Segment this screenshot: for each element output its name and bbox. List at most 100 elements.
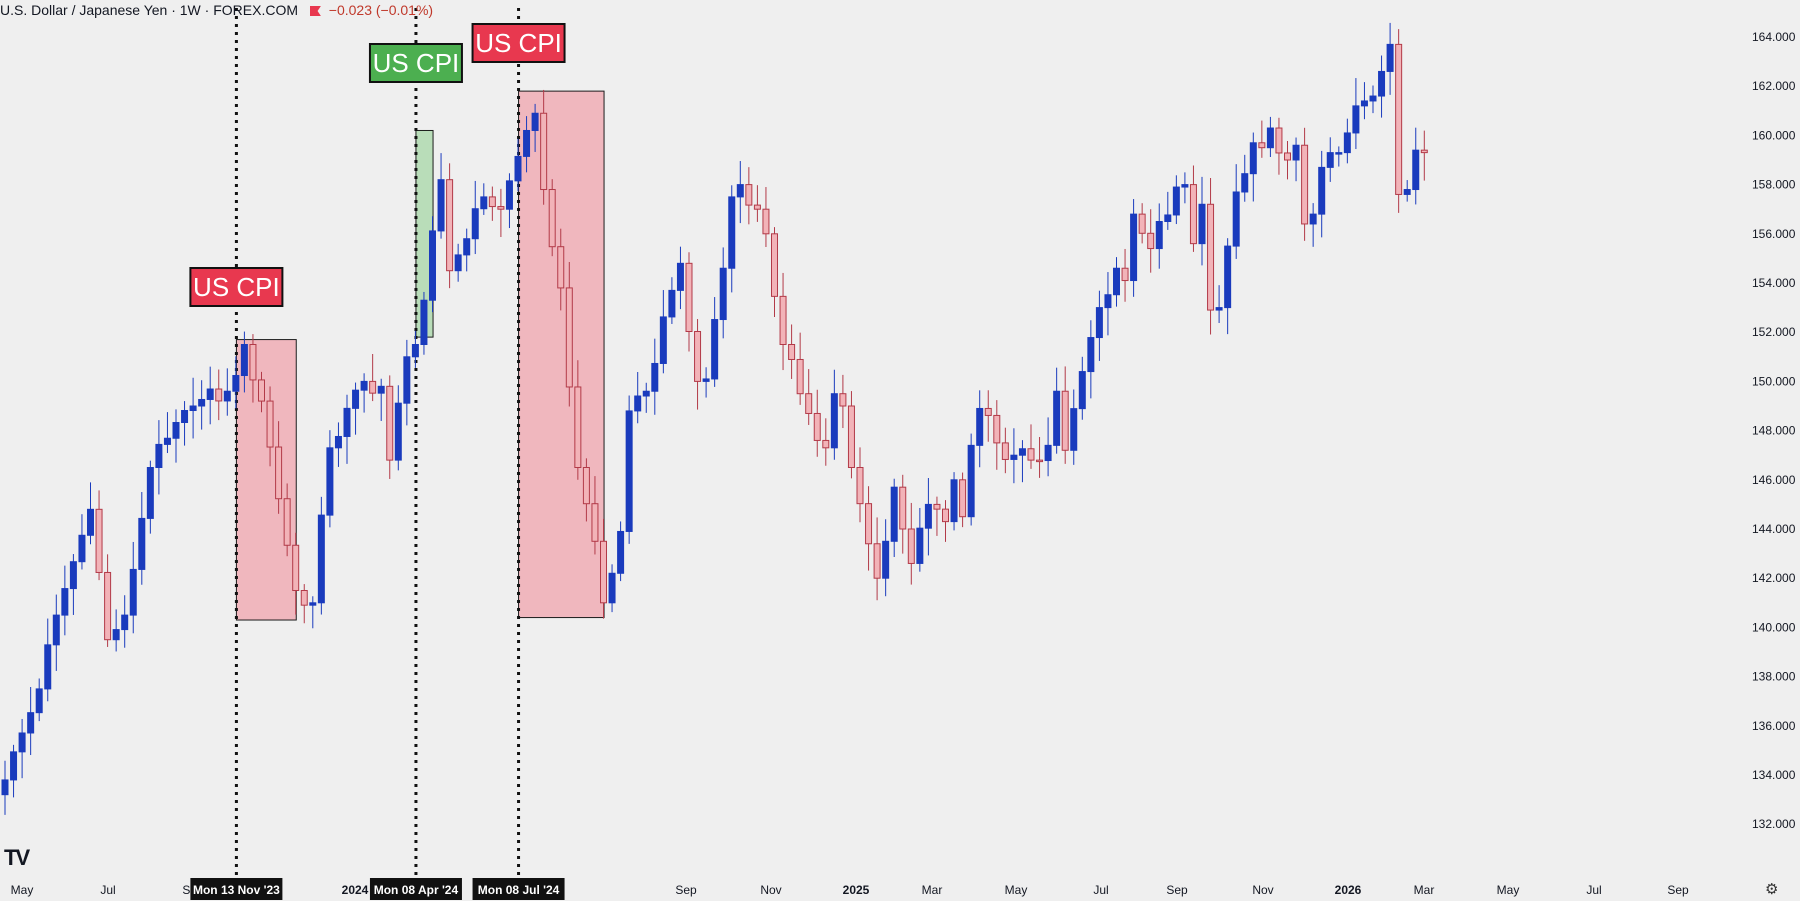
candle [497,188,505,238]
candle-body [574,386,582,469]
event-label[interactable]: US CPI [189,267,284,307]
candle [984,390,992,442]
candle-body [1172,186,1180,216]
candle [1284,141,1291,180]
candle-body [1369,95,1377,102]
symbol-header[interactable]: U.S. Dollar / Japanese Yen · 1W · FOREX.… [0,2,433,20]
candle-body [642,390,650,397]
candle-body [1053,390,1061,446]
candle [283,483,291,557]
gear-icon[interactable]: ⚙ [1765,881,1779,898]
candle-body [386,385,394,461]
candle-body [719,267,727,321]
candle-body [924,503,932,529]
event-label[interactable]: US CPI [368,43,463,83]
candle-body [95,508,103,573]
candle [967,433,975,526]
event-label-text: US CPI [373,48,460,78]
candle-body [61,588,69,616]
candle-body [1189,184,1197,245]
candle-body [1104,294,1112,309]
candle-body [223,390,231,402]
event-label-text: US CPI [193,272,280,302]
candle-body [796,358,804,395]
tradingview-logo-icon[interactable]: TV [4,845,30,870]
candle [1360,82,1368,120]
candle [1207,177,1215,335]
candle-body [557,246,565,289]
candle [240,331,248,393]
candle [890,478,898,557]
candle [1292,137,1300,182]
candle-body [890,486,898,542]
candle [1121,248,1129,302]
candle-body [625,410,633,532]
candle-body [1181,184,1189,188]
candle [1147,209,1155,273]
x-tick-label: May [1497,883,1520,897]
candle-body [1318,166,1326,215]
candle-body [531,112,539,131]
candle-body [172,422,180,439]
candle [1189,165,1197,252]
candle-body [805,393,813,414]
y-tick-label: 142.000 [1752,571,1796,585]
event-label[interactable]: US CPI [471,23,566,63]
candle [112,609,120,652]
candle [1420,130,1428,181]
candle-body [437,179,445,232]
candle [591,476,599,555]
y-tick-label: 136.000 [1752,719,1796,733]
candle [429,216,436,313]
candle-body [711,319,719,380]
candle [146,460,154,534]
candle-body [1412,149,1420,191]
candle-body [1044,444,1052,462]
candle-body [1198,203,1206,245]
candle [198,380,206,430]
candle-body [1292,144,1300,161]
candle-body [27,712,35,734]
event-date-box [472,878,565,900]
candle-body [1027,448,1035,461]
candle-body [933,503,941,510]
candle [582,458,590,522]
candle-body [326,447,334,516]
candle-body [129,568,137,616]
candle [1326,137,1334,182]
candle [668,277,676,324]
candle [676,246,684,310]
candle [420,291,428,355]
candle-body [429,230,436,301]
candle [1172,175,1180,225]
candle-body [1164,214,1172,222]
candle [702,367,710,398]
y-tick-label: 162.000 [1752,79,1796,93]
event-label-text: US CPI [475,28,562,58]
candle-body [1113,267,1120,296]
candle-body [856,467,864,505]
candle [377,378,385,421]
candle-body [882,540,890,579]
candle [924,478,932,556]
candle-body [240,344,248,377]
y-tick-label: 140.000 [1752,620,1796,634]
candle [1275,117,1283,175]
candle-body [1403,189,1411,195]
candle-body [215,388,223,402]
candle-body [753,204,761,210]
candle [1309,203,1317,247]
candle-body [668,289,676,318]
event-date-text: Mon 13 Nov '23 [193,883,280,897]
candle [634,372,642,424]
candle-body [976,407,984,446]
candle [1155,203,1163,269]
candle-body [1395,43,1403,195]
candle [1104,272,1112,336]
candle-body [1018,448,1026,456]
event-date-box [190,878,283,900]
candle [745,167,753,225]
x-tick-label: 2026 [1335,883,1362,897]
candle-body [309,602,317,606]
